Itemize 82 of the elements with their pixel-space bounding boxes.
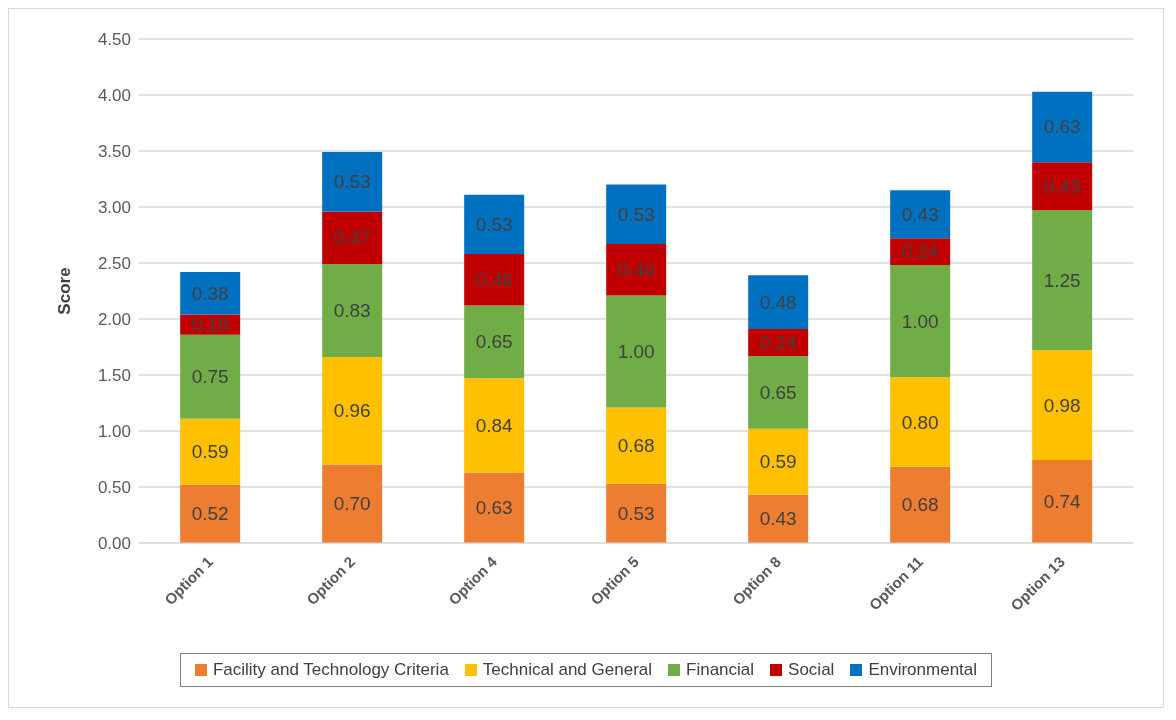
bar [748, 428, 809, 495]
data-label: 0.18 [191, 314, 229, 336]
data-label: 0.65 [475, 331, 513, 353]
data-label: 0.84 [475, 414, 514, 436]
data-label: 0.59 [759, 451, 797, 473]
data-label: 0.46 [475, 269, 513, 291]
bar [464, 194, 525, 255]
data-label: 1.00 [617, 340, 655, 362]
bar [180, 271, 241, 315]
y-tick-label: 0.50 [97, 478, 131, 498]
bar [606, 243, 667, 296]
data-label: 0.80 [901, 411, 939, 433]
data-label: 0.59 [191, 441, 229, 463]
bar [1032, 91, 1093, 163]
data-label: 0.43 [759, 508, 797, 530]
data-label: 0.53 [333, 171, 371, 193]
data-label: 0.38 [191, 282, 229, 304]
bar [890, 265, 951, 378]
y-tick-label: 1.50 [97, 366, 131, 386]
legend-label: Technical and General [481, 660, 653, 680]
bar [322, 264, 383, 358]
data-label: 0.46 [617, 259, 655, 281]
bar [890, 377, 951, 467]
bar [464, 472, 525, 543]
data-label: 0.47 [333, 227, 371, 249]
bar [464, 254, 525, 306]
y-tick-label: 4.50 [97, 30, 131, 50]
bar [464, 378, 525, 473]
data-label: 0.53 [617, 203, 655, 225]
y-tick-label: 4.00 [97, 86, 131, 106]
bar [180, 418, 241, 485]
data-label: 0.96 [333, 400, 371, 422]
data-label: 0.98 [1043, 394, 1081, 416]
bar [180, 334, 241, 419]
bar [1032, 460, 1093, 543]
data-label: 0.74 [1043, 491, 1082, 513]
bar [322, 464, 383, 543]
data-label: 0.65 [759, 381, 797, 403]
data-label: 0.63 [1043, 116, 1081, 138]
data-label: 0.53 [475, 213, 513, 235]
data-label: 0.48 [759, 291, 797, 313]
bar [890, 466, 951, 543]
bar [890, 190, 951, 239]
bar [322, 211, 383, 265]
y-axis-title: Score [55, 267, 75, 315]
data-label: 0.68 [901, 494, 939, 516]
y-tick-label: 1.00 [97, 422, 131, 442]
bar [748, 275, 809, 330]
data-label: 0.53 [617, 502, 655, 524]
bar [606, 407, 667, 484]
bar [1032, 162, 1093, 211]
legend-label: Social [787, 660, 835, 680]
y-tick-label: 0.00 [97, 534, 131, 554]
legend-label: Facility and Technology Criteria [211, 660, 449, 680]
data-label: 0.24 [759, 332, 798, 354]
legend-label: Environmental [867, 660, 978, 680]
bar [748, 355, 809, 429]
data-label: 0.43 [1043, 175, 1081, 197]
data-label: 0.70 [333, 493, 371, 515]
bar [606, 184, 667, 244]
data-label: 0.68 [617, 435, 655, 457]
data-label: 0.24 [901, 241, 940, 263]
y-tick-label: 2.00 [97, 310, 131, 330]
data-label: 1.00 [901, 310, 939, 332]
data-label: 0.63 [475, 497, 513, 519]
data-label: 1.25 [1043, 269, 1081, 291]
bar [322, 357, 383, 465]
bar [180, 484, 241, 543]
y-tick-label: 2.50 [97, 254, 131, 274]
y-tick-label: 3.00 [97, 198, 131, 218]
data-label: 0.52 [191, 503, 229, 525]
bar [464, 305, 525, 379]
data-label: 0.75 [191, 366, 229, 388]
bar [1032, 350, 1093, 461]
data-label: 0.83 [333, 300, 371, 322]
bar [322, 152, 383, 212]
bar [606, 295, 667, 408]
data-label: 0.43 [901, 203, 939, 225]
bar [606, 483, 667, 543]
legend-label: Financial [685, 660, 755, 680]
y-tick-label: 3.50 [97, 142, 131, 162]
bar [1032, 210, 1093, 351]
